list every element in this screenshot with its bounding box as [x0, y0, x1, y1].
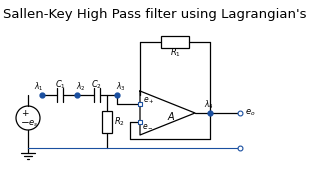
- Text: $\lambda_4$: $\lambda_4$: [204, 99, 214, 111]
- Text: $e_+$: $e_+$: [143, 96, 155, 106]
- Text: $\lambda_3$: $\lambda_3$: [116, 81, 126, 93]
- Text: $C_1$: $C_1$: [54, 79, 66, 91]
- Text: −: −: [20, 118, 29, 128]
- Text: $R_1$: $R_1$: [170, 47, 180, 59]
- Text: $R_2$: $R_2$: [114, 115, 124, 128]
- Text: Sallen-Key High Pass filter using Lagrangian's: Sallen-Key High Pass filter using Lagran…: [3, 8, 307, 21]
- Text: $e_o$: $e_o$: [245, 108, 255, 118]
- Text: $e_-$: $e_-$: [142, 121, 154, 130]
- Text: $\lambda_2$: $\lambda_2$: [76, 81, 86, 93]
- Text: $\lambda_1$: $\lambda_1$: [34, 81, 44, 93]
- Text: $e_s$: $e_s$: [28, 119, 38, 129]
- Bar: [102, 111, 112, 132]
- Text: $C_2$: $C_2$: [92, 79, 102, 91]
- Text: +: +: [21, 109, 29, 118]
- Bar: [161, 36, 189, 48]
- Text: $A$: $A$: [167, 110, 176, 122]
